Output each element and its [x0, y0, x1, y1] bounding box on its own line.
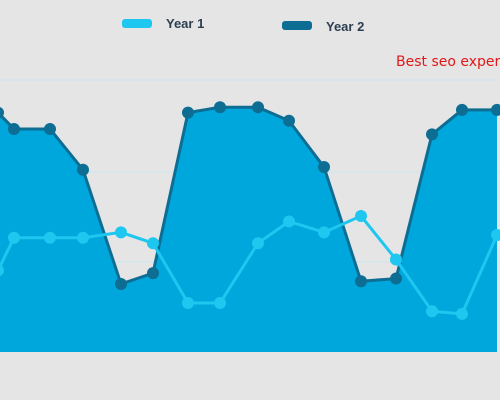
data-point-year-2: [147, 267, 159, 280]
data-point-year-2: [390, 272, 402, 285]
data-point-year-2: [252, 101, 264, 114]
data-point-year-2: [8, 122, 20, 135]
data-point-year-2: [491, 103, 500, 116]
data-point-year-2: [214, 101, 226, 114]
data-point-year-1: [252, 237, 264, 250]
legend-label-year-2: Year 2: [326, 19, 364, 34]
data-point-year-2: [456, 103, 468, 116]
area-fill-year-2: [0, 107, 497, 352]
data-point-year-1: [390, 253, 402, 266]
data-point-year-2: [44, 122, 56, 135]
data-point-year-2: [355, 275, 367, 288]
annotation-text: Best seo exper: [396, 54, 500, 70]
data-point-year-1: [44, 231, 56, 244]
data-point-year-2: [283, 114, 295, 127]
data-point-year-2: [318, 161, 330, 174]
data-point-year-1: [182, 297, 194, 310]
data-point-year-1: [426, 305, 438, 318]
data-point-year-1: [355, 210, 367, 222]
data-point-year-2: [182, 106, 194, 119]
data-point-year-1: [283, 215, 295, 228]
data-point-year-1: [214, 297, 226, 310]
data-point-year-1: [8, 231, 20, 244]
data-point-year-2: [77, 163, 89, 176]
data-point-year-2: [426, 128, 438, 141]
data-point-year-1: [318, 226, 330, 239]
series-line-year-1: [0, 214, 499, 316]
series-layer: [0, 101, 500, 352]
data-point-year-2: [115, 278, 127, 290]
data-point-year-1: [77, 231, 89, 244]
series-line-year-2: [0, 105, 497, 286]
data-point-year-1: [491, 229, 500, 242]
data-point-year-1: [147, 237, 159, 250]
legend-swatch-year-1: [122, 19, 152, 28]
data-point-year-1: [456, 307, 468, 320]
data-point-year-1: [115, 226, 127, 239]
data-point-year-1: [0, 264, 4, 277]
data-point-year-2: [0, 106, 4, 119]
legend: Year 1 Year 2: [122, 16, 364, 34]
legend-label-year-1: Year 1: [166, 16, 204, 31]
legend-swatch-year-2: [282, 21, 312, 30]
